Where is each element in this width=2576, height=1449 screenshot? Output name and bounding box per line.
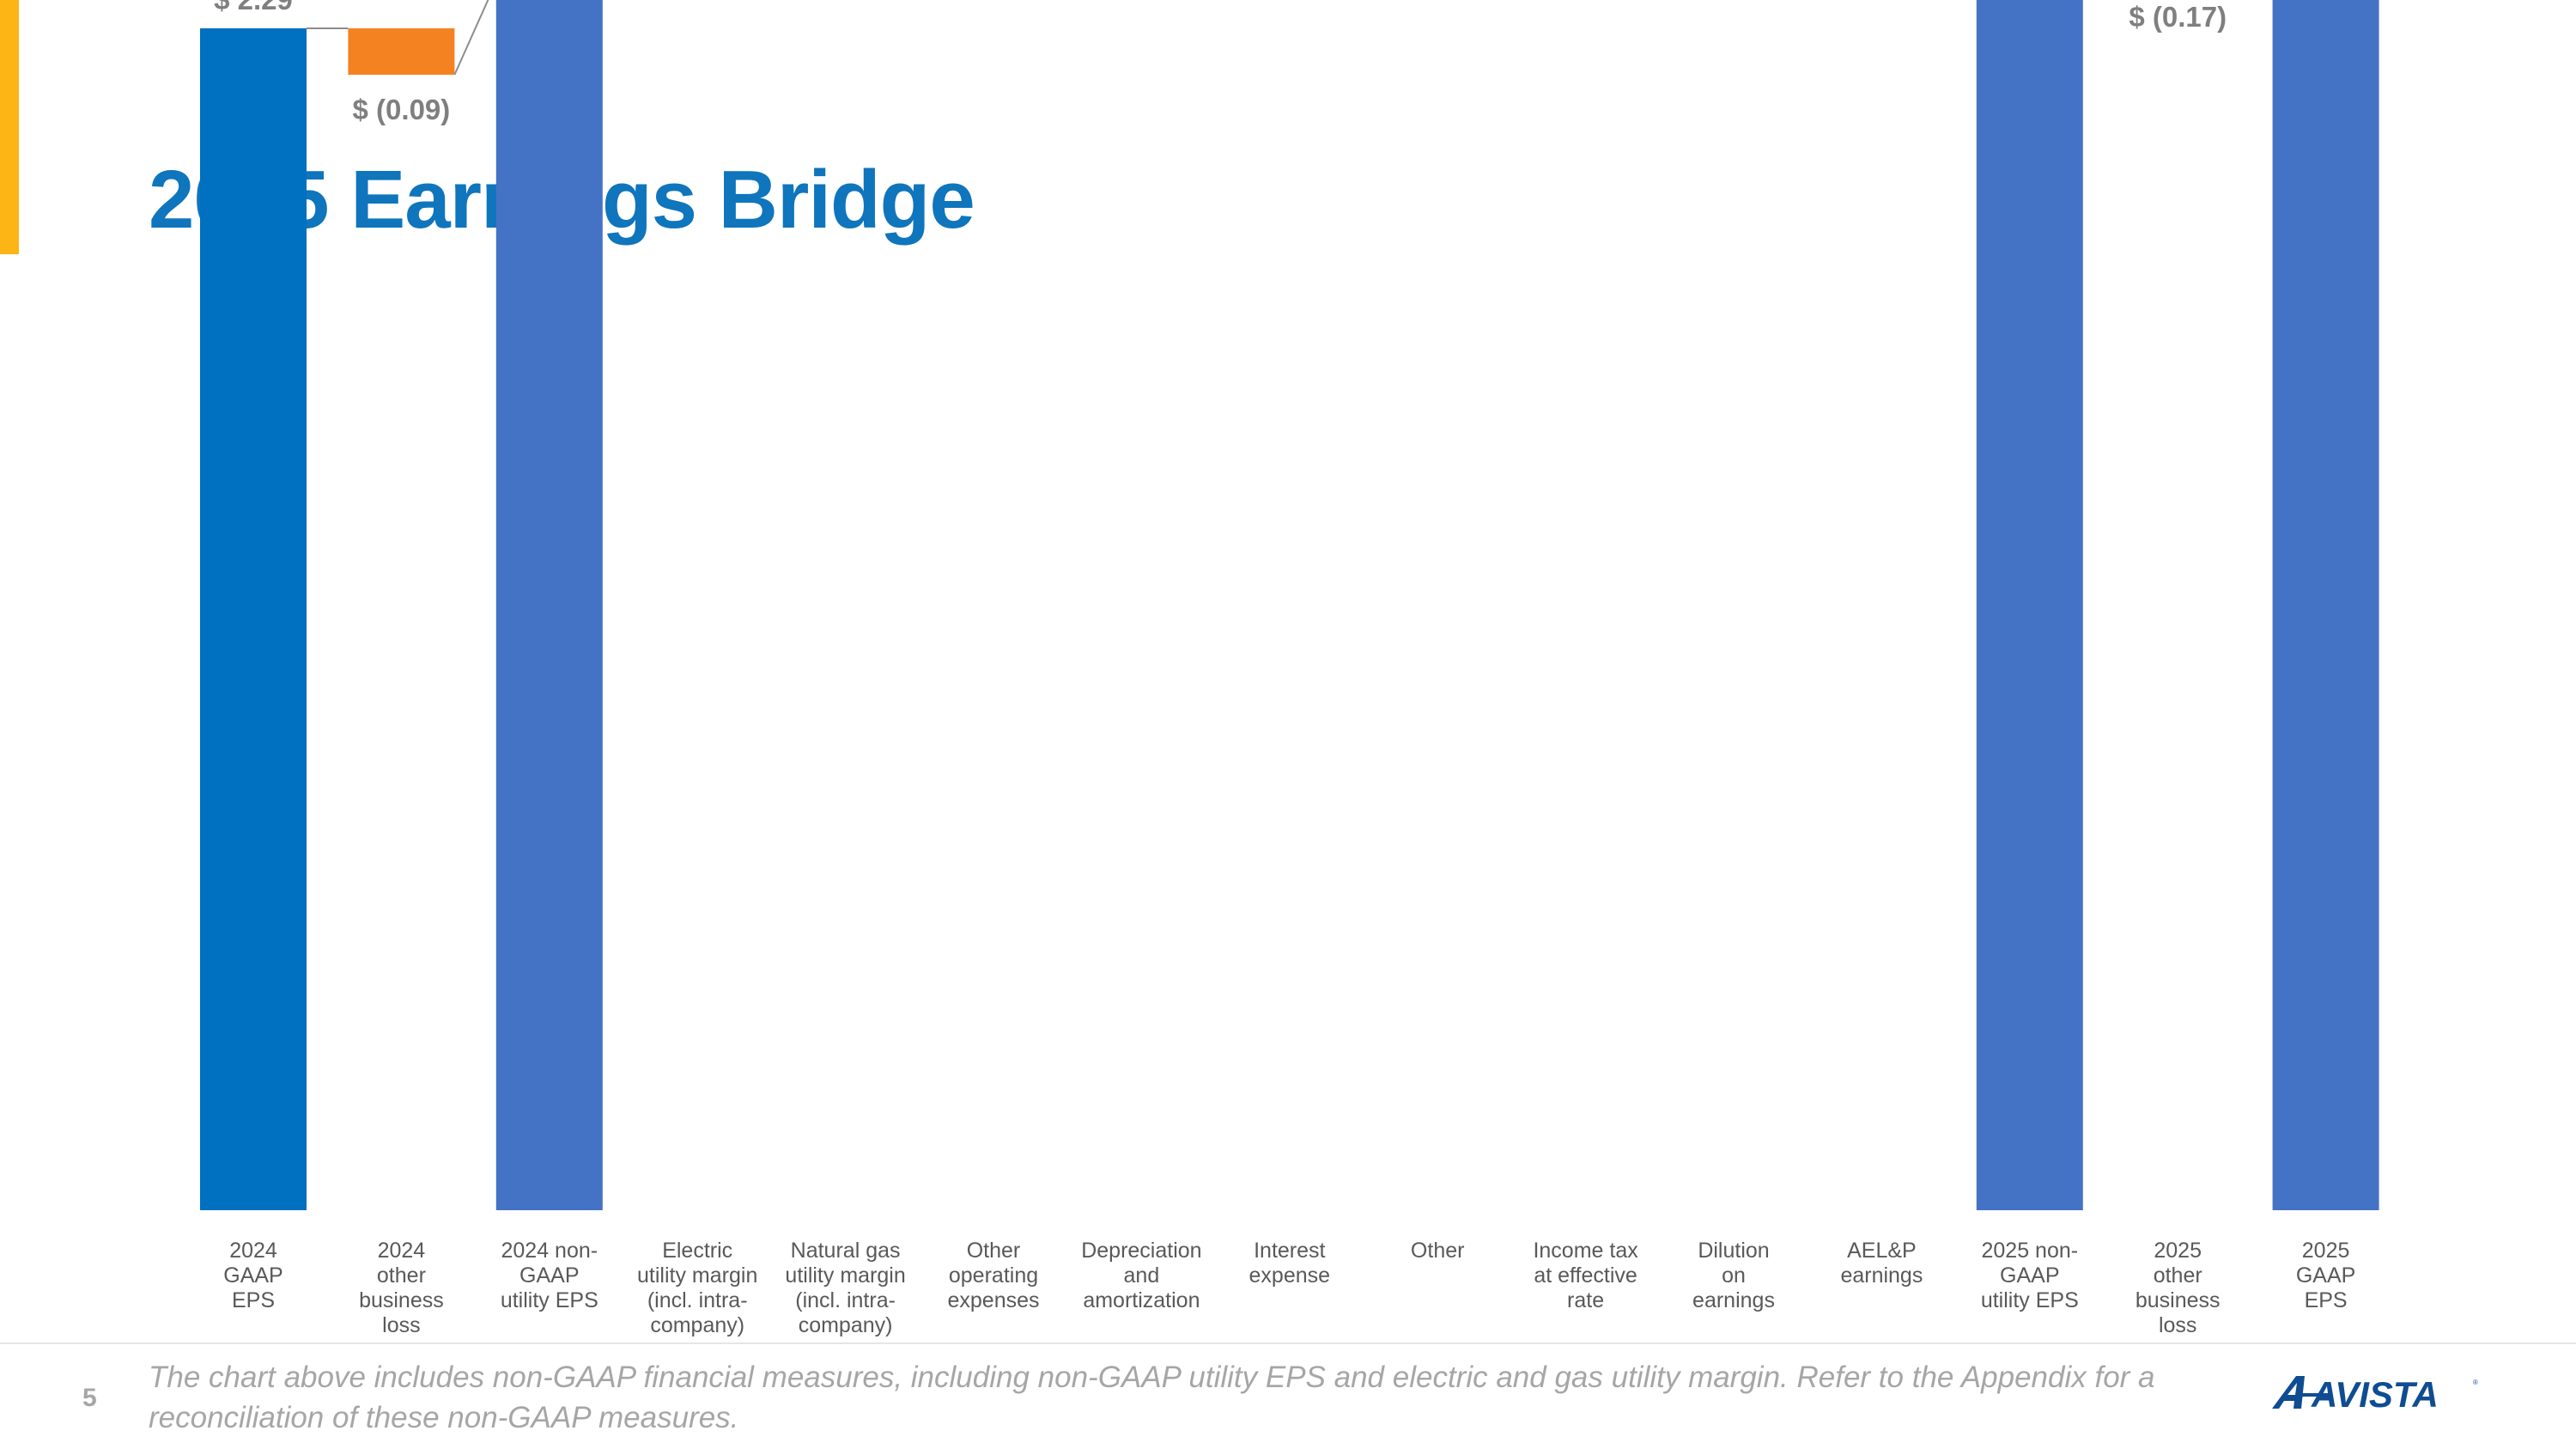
category-label: 2025 non-GAAP utility EPS — [1981, 1239, 2079, 1312]
data-label: $ 2.29 — [214, 0, 293, 15]
data-label: $ (0.09) — [353, 94, 451, 125]
avista-logo: AVISTA ® — [2272, 1374, 2478, 1410]
category-label: Natural gas utility margin (incl. intra-co… — [785, 1239, 905, 1337]
footer-divider — [0, 1342, 2576, 1344]
bar-13 — [1976, 0, 2083, 1211]
avista-logo-text: AVISTA — [2311, 1374, 2439, 1410]
category-label: Other operating expenses — [947, 1239, 1039, 1312]
avista-logo-mark — [2272, 1376, 2332, 1409]
category-label: Interest expense — [1249, 1239, 1331, 1288]
bar-2 — [348, 27, 455, 76]
category-label: Other — [1411, 1239, 1465, 1263]
category-label: 2024 GAAP EPS — [223, 1239, 283, 1312]
data-label: $ (0.17) — [2129, 1, 2227, 33]
bar-15 — [2272, 0, 2379, 1210]
page-number: 5 — [82, 1384, 97, 1412]
category-label: Depreciation and amortization — [1081, 1239, 1201, 1312]
connector-line — [453, 0, 489, 76]
footnote: The chart above includes non-GAAP financ… — [149, 1361, 2155, 1434]
category-label: AEL&P earnings — [1840, 1239, 1923, 1288]
svg-text:®: ® — [2473, 1379, 2478, 1386]
accent-bar — [0, 0, 19, 254]
bar-3 — [495, 0, 603, 1210]
category-label: 2025 other business loss — [2136, 1239, 2221, 1337]
category-label: 2024 non-GAAP utility EPS — [501, 1239, 598, 1312]
category-label: 2024 other business loss — [359, 1239, 444, 1337]
category-label: Income tax at effective rate — [1533, 1239, 1638, 1312]
bar-1 — [200, 27, 307, 1211]
category-label: Electric utility margin (incl. intra-compa… — [637, 1239, 757, 1337]
category-label: Dilution on earnings — [1692, 1239, 1775, 1312]
category-label: 2025 GAAP EPS — [2296, 1239, 2355, 1312]
